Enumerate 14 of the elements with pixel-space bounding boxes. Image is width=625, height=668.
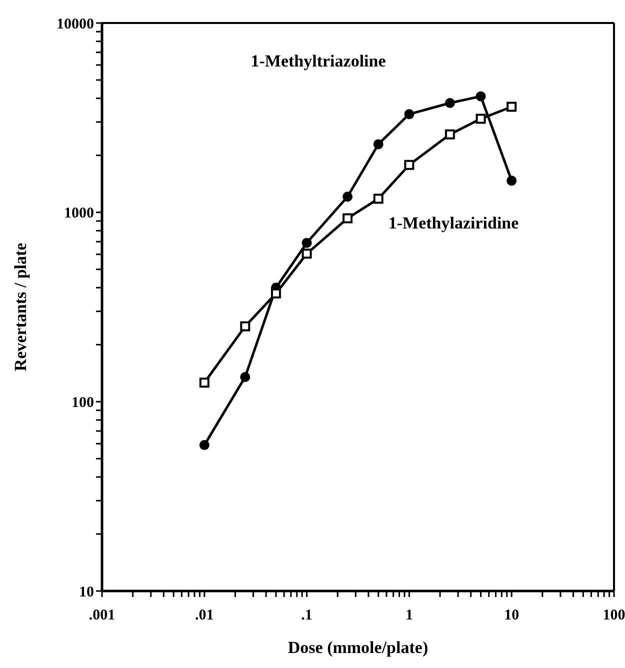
x-tick-label: 10 <box>504 608 520 624</box>
x-tick-label: .01 <box>195 608 214 624</box>
y-tick-label: 100 <box>72 394 94 411</box>
series-label: 1-Methylaziridine <box>388 214 520 233</box>
text: 1-Methyltriazoline <box>250 51 386 70</box>
x-axis-title: Dose (mmole/plate) <box>288 638 428 657</box>
y-tick-label: 10000 <box>56 16 94 32</box>
y-axis-title: Revertants / plate <box>11 242 30 372</box>
x-tick-label: 1 <box>405 608 413 624</box>
x-tick-label: .001 <box>88 608 116 624</box>
y-tick-label: 1000 <box>64 206 94 222</box>
x-tick-label: .1 <box>301 608 312 624</box>
y-tick-label: 10 <box>79 584 94 600</box>
x-tick-label: 100 <box>602 608 625 624</box>
